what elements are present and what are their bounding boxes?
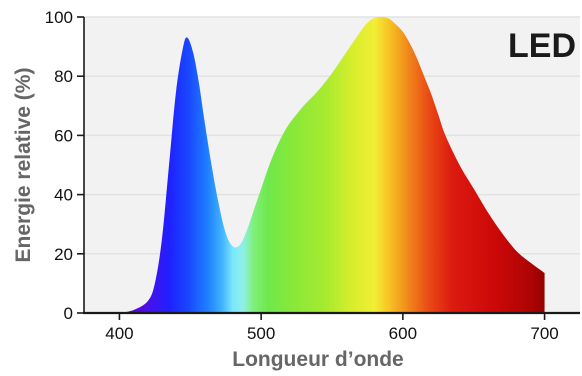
y-tick-label-60: 60 <box>54 126 73 145</box>
x-tick-label-500: 500 <box>247 324 275 343</box>
tick-labels: 0 20 40 60 80 100 400 500 600 700 <box>45 8 559 343</box>
x-tick-label-600: 600 <box>389 324 417 343</box>
x-tick-label-700: 700 <box>530 324 558 343</box>
y-tick-label-0: 0 <box>64 304 73 323</box>
y-tick-label-40: 40 <box>54 186 73 205</box>
y-tick-label-100: 100 <box>45 8 73 27</box>
led-badge: LED <box>508 27 576 65</box>
y-tick-label-80: 80 <box>54 67 73 86</box>
x-tick-label-400: 400 <box>105 324 133 343</box>
y-tick-label-20: 20 <box>54 245 73 264</box>
axes <box>77 16 580 320</box>
y-axis-title: Energie relative (%) <box>12 68 35 263</box>
spectrum-area <box>119 16 545 314</box>
x-axis-title: Longueur d’onde <box>232 348 403 371</box>
